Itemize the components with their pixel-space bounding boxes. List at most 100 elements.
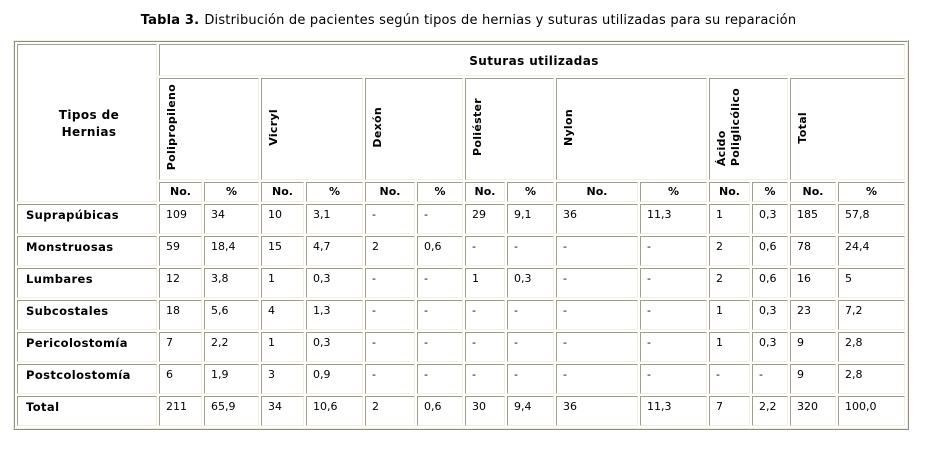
col-group-vicryl-label: Vicryl [267, 109, 280, 146]
cell: 29 [465, 204, 505, 234]
subheader-pct: % [838, 182, 905, 202]
subheader-no: No. [465, 182, 505, 202]
cell: 0,6 [417, 396, 463, 426]
row-label: Postcolostomía [17, 364, 157, 394]
cell: 1 [261, 332, 304, 362]
cell: - [709, 364, 750, 394]
subheader-row: No. % No. % No. % No. % No. % No. % No. … [17, 182, 905, 202]
col-group-nylon-label: Nylon [562, 108, 575, 147]
cell: 320 [790, 396, 836, 426]
cell: 2 [709, 236, 750, 266]
cell: 1 [261, 268, 304, 298]
subheader-no: No. [790, 182, 836, 202]
cell: 16 [790, 268, 836, 298]
cell: - [365, 364, 415, 394]
cell: 57,8 [838, 204, 905, 234]
cell: 7 [709, 396, 750, 426]
cell: - [465, 332, 505, 362]
col-group-vicryl: Vicryl [261, 78, 363, 180]
subheader-pct: % [507, 182, 554, 202]
cell: - [640, 236, 707, 266]
cell: - [365, 204, 415, 234]
subheader-pct: % [306, 182, 363, 202]
cell: 6 [159, 364, 202, 394]
cell: 9 [790, 332, 836, 362]
cell: - [417, 332, 463, 362]
cell: 24,4 [838, 236, 905, 266]
cell: - [507, 332, 554, 362]
cell: - [556, 236, 638, 266]
cell: 1 [709, 204, 750, 234]
table-row: Subcostales 18 5,6 4 1,3 - - - - - - 1 0… [17, 300, 905, 330]
cell: 36 [556, 204, 638, 234]
col-group-acido-poliglicolico-label: Ácido Poliglicólico [715, 88, 742, 167]
cell: 0,6 [417, 236, 463, 266]
corner-header-tipos-de-hernias: Tipos de Hernias [17, 44, 157, 202]
cell: 2 [365, 396, 415, 426]
subheader-pct: % [417, 182, 463, 202]
table-row: Pericolostomía 7 2,2 1 0,3 - - - - - - 1… [17, 332, 905, 362]
cell: 1,9 [204, 364, 259, 394]
cell: 4 [261, 300, 304, 330]
cell: - [365, 268, 415, 298]
cell: 0,3 [752, 300, 788, 330]
cell: 211 [159, 396, 202, 426]
cell: - [556, 364, 638, 394]
header-suturas-utilizadas: Suturas utilizadas [159, 44, 905, 76]
cell: - [507, 364, 554, 394]
cell: - [465, 236, 505, 266]
subheader-pct: % [204, 182, 259, 202]
cell: 12 [159, 268, 202, 298]
cell: 2,8 [838, 332, 905, 362]
cell: - [556, 300, 638, 330]
cell: 2,2 [204, 332, 259, 362]
cell: 0,3 [752, 332, 788, 362]
cell: 59 [159, 236, 202, 266]
cell: 1 [709, 332, 750, 362]
cell: 0,3 [507, 268, 554, 298]
table-row: Postcolostomía 6 1,9 3 0,9 - - - - - - -… [17, 364, 905, 394]
cell: 3 [261, 364, 304, 394]
cell: 3,1 [306, 204, 363, 234]
cell: 36 [556, 396, 638, 426]
cell: - [640, 268, 707, 298]
col-group-dexon-label: Dexón [371, 107, 384, 148]
col-group-total: Total [790, 78, 905, 180]
cell: 10,6 [306, 396, 363, 426]
cell: 34 [261, 396, 304, 426]
cell: 9 [790, 364, 836, 394]
cell: 15 [261, 236, 304, 266]
table-caption: Tabla 3. Distribución de pacientes según … [0, 13, 937, 28]
subheader-pct: % [640, 182, 707, 202]
col-group-acido-poliglicolico: Ácido Poliglicólico [709, 78, 788, 180]
cell: 78 [790, 236, 836, 266]
cell: 7 [159, 332, 202, 362]
cell: - [365, 332, 415, 362]
hernia-suture-table-frame: Tipos de Hernias Suturas utilizadas Poli… [13, 40, 909, 430]
header-row-suture-types: Polipropileno Vicryl Dexón Poliéster Nyl… [17, 78, 905, 180]
col-group-polipropileno-label: Polipropileno [165, 84, 178, 171]
row-label: Subcostales [17, 300, 157, 330]
cell: 11,3 [640, 204, 707, 234]
subheader-no: No. [709, 182, 750, 202]
cell: 5 [838, 268, 905, 298]
col-group-polipropileno: Polipropileno [159, 78, 259, 180]
table-row-total: Total 211 65,9 34 10,6 2 0,6 30 9,4 36 1… [17, 396, 905, 426]
row-label: Suprapúbicas [17, 204, 157, 234]
subheader-pct: % [752, 182, 788, 202]
cell: 0,6 [752, 236, 788, 266]
cell: - [507, 236, 554, 266]
cell: - [417, 268, 463, 298]
col-group-total-label: Total [796, 111, 809, 144]
table-row: Lumbares 12 3,8 1 0,3 - - 1 0,3 - - 2 0,… [17, 268, 905, 298]
cell: 11,3 [640, 396, 707, 426]
cell: 0,3 [752, 204, 788, 234]
cell: 34 [204, 204, 259, 234]
cell: - [752, 364, 788, 394]
cell: - [365, 300, 415, 330]
cell: 0,6 [752, 268, 788, 298]
table-row: Monstruosas 59 18,4 15 4,7 2 0,6 - - - -… [17, 236, 905, 266]
cell: 0,3 [306, 268, 363, 298]
caption-text: Distribución de pacientes según tipos de… [204, 13, 797, 28]
cell: 1,3 [306, 300, 363, 330]
